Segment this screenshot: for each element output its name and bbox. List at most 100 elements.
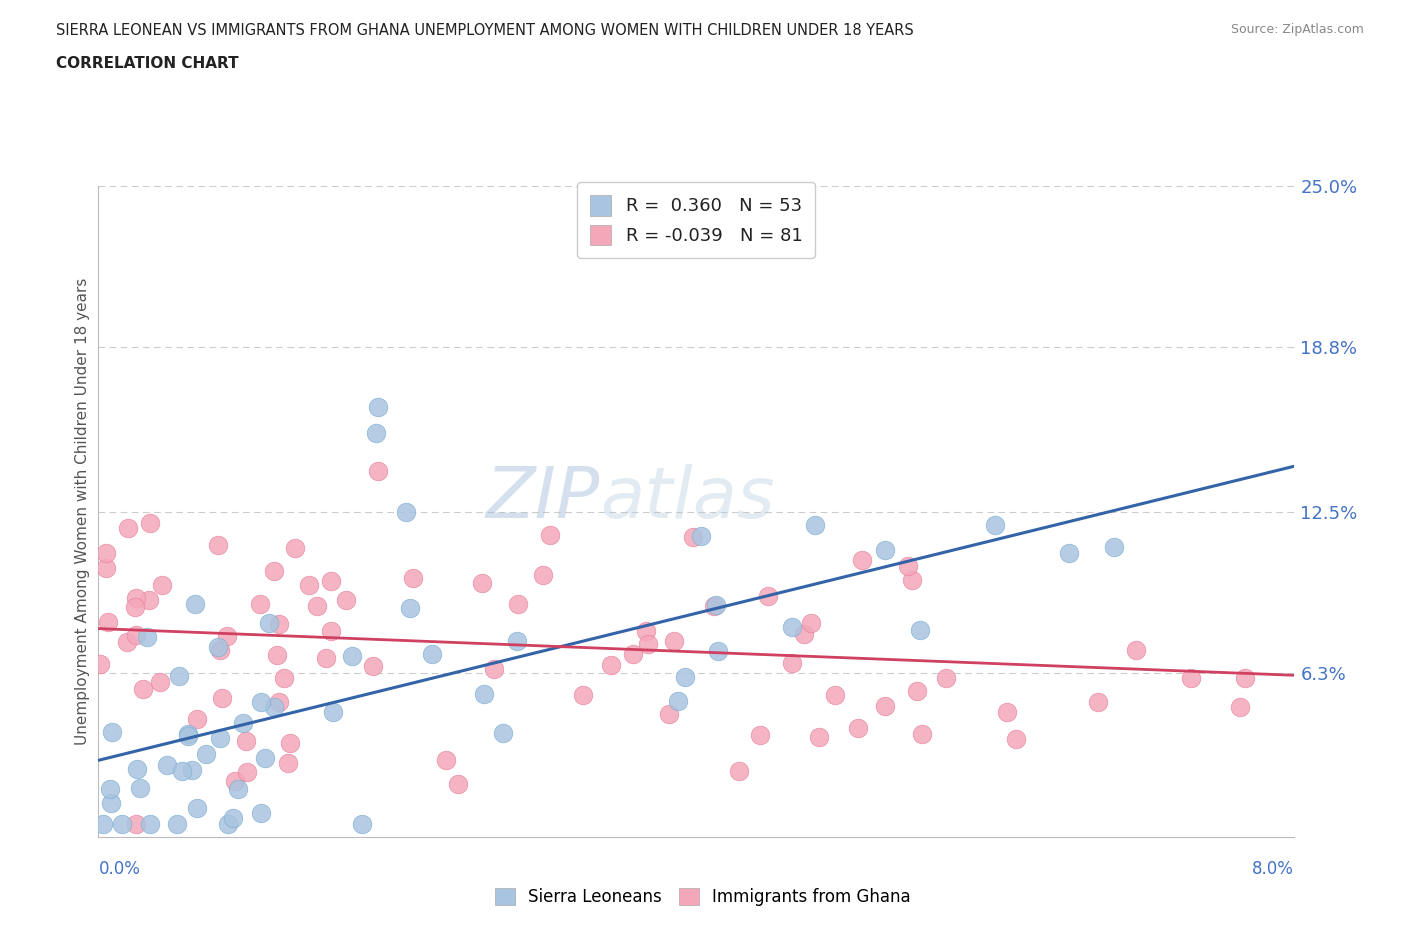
Point — [367, 400, 389, 415]
Point — [236, 764, 259, 779]
Point — [682, 529, 704, 544]
Point — [207, 538, 229, 552]
Point — [935, 671, 957, 685]
Point — [571, 687, 593, 702]
Point — [908, 622, 931, 637]
Point — [150, 578, 173, 592]
Point — [471, 576, 494, 591]
Point — [266, 647, 288, 662]
Legend: Sierra Leoneans, Immigrants from Ghana: Sierra Leoneans, Immigrants from Ghana — [488, 881, 918, 912]
Point — [115, 635, 138, 650]
Text: 0.0%: 0.0% — [98, 860, 141, 878]
Point — [1180, 671, 1202, 685]
Point — [707, 644, 730, 658]
Point — [808, 730, 831, 745]
Point — [531, 568, 554, 583]
Point — [727, 764, 749, 778]
Point — [1125, 643, 1147, 658]
Point — [211, 691, 233, 706]
Point — [897, 558, 920, 573]
Point — [224, 774, 246, 789]
Text: SIERRA LEONEAN VS IMMIGRANTS FROM GHANA UNEMPLOYMENT AMONG WOMEN WITH CHILDREN U: SIERRA LEONEAN VS IMMIGRANTS FROM GHANA … — [56, 23, 914, 38]
Point — [111, 817, 134, 831]
Point — [231, 715, 253, 730]
Point — [335, 593, 357, 608]
Point — [995, 705, 1018, 720]
Point — [156, 758, 179, 773]
Point — [1004, 731, 1026, 746]
Point — [492, 725, 515, 740]
Point — [100, 796, 122, 811]
Point — [124, 599, 146, 614]
Point — [793, 626, 815, 641]
Point — [250, 805, 273, 820]
Point — [911, 726, 934, 741]
Point — [367, 463, 389, 478]
Point — [207, 640, 229, 655]
Point — [599, 658, 621, 672]
Point — [1087, 695, 1109, 710]
Point — [689, 528, 711, 543]
Point — [98, 782, 121, 797]
Point — [875, 698, 897, 713]
Point — [181, 763, 204, 777]
Point — [1059, 545, 1081, 560]
Point — [217, 629, 239, 644]
Point — [195, 747, 218, 762]
Point — [209, 730, 232, 745]
Point — [269, 617, 291, 631]
Point — [361, 658, 384, 673]
Point — [506, 634, 529, 649]
Point — [217, 817, 239, 831]
Point — [364, 426, 387, 441]
Point — [434, 752, 457, 767]
Point — [748, 727, 770, 742]
Point — [482, 662, 505, 677]
Point — [824, 687, 846, 702]
Point — [621, 646, 644, 661]
Point — [1102, 539, 1125, 554]
Point — [226, 782, 249, 797]
Text: Source: ZipAtlas.com: Source: ZipAtlas.com — [1230, 23, 1364, 36]
Point — [634, 623, 657, 638]
Point — [254, 751, 277, 765]
Point — [875, 542, 897, 557]
Point — [703, 598, 725, 613]
Point — [804, 518, 827, 533]
Point — [637, 636, 659, 651]
Point — [800, 616, 823, 631]
Point — [321, 624, 343, 639]
Point — [402, 571, 425, 586]
Point — [139, 817, 162, 831]
Point — [305, 598, 328, 613]
Point — [595, 210, 617, 225]
Point — [315, 650, 337, 665]
Point — [184, 596, 207, 611]
Point — [321, 573, 343, 588]
Point — [222, 811, 245, 826]
Point — [780, 620, 803, 635]
Point — [446, 777, 468, 791]
Point — [905, 684, 928, 698]
Point — [177, 729, 200, 744]
Text: ZIP: ZIP — [486, 464, 600, 533]
Point — [395, 504, 418, 519]
Point — [125, 817, 148, 831]
Point — [704, 598, 727, 613]
Point — [1229, 699, 1251, 714]
Text: CORRELATION CHART: CORRELATION CHART — [56, 56, 239, 71]
Point — [169, 669, 191, 684]
Point — [94, 560, 117, 575]
Point — [668, 693, 690, 708]
Point — [125, 628, 148, 643]
Point — [420, 646, 443, 661]
Point — [538, 527, 561, 542]
Point — [269, 694, 291, 709]
Point — [352, 817, 374, 831]
Point — [117, 521, 139, 536]
Point — [96, 546, 118, 561]
Point — [340, 649, 363, 664]
Point — [756, 589, 779, 604]
Point — [900, 572, 922, 587]
Point — [851, 552, 873, 567]
